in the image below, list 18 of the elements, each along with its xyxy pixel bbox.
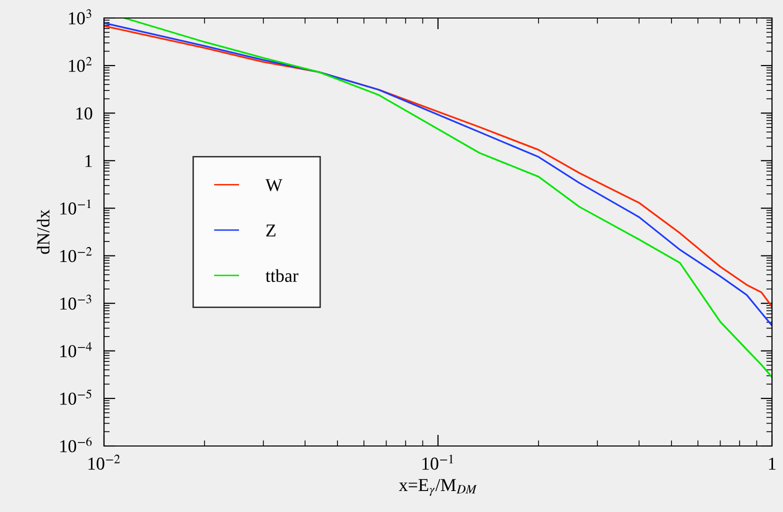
y-tick-label: 10$^{−4}$ bbox=[60, 342, 92, 358]
y-tick-label: 1 bbox=[85, 155, 92, 167]
legend-label: Z bbox=[266, 224, 276, 236]
x-tick-label: 10$^{−2}$ bbox=[88, 454, 120, 470]
x-tick-label: 1 bbox=[769, 458, 776, 470]
y-tick-label: 10$^{3}$ bbox=[69, 9, 92, 24]
y-tick-label: 10$^{−3}$ bbox=[60, 294, 92, 310]
y-tick-label: 10$^{−2}$ bbox=[60, 247, 92, 262]
y-tick-label: 10$^{2}$ bbox=[69, 56, 92, 72]
legend-label: W bbox=[265, 179, 282, 192]
x-axis-title: x=E$_{γ}$/M$_{DM}$ bbox=[398, 479, 477, 496]
legend-label: ttbar bbox=[266, 269, 298, 282]
y-tick-label: 10$^{−5}$ bbox=[60, 390, 92, 405]
y-axis-title: dN/dx bbox=[36, 210, 50, 254]
y-tick-label: 10$^{−1}$ bbox=[60, 200, 91, 215]
x-tick-label: 10$^{−1}$ bbox=[422, 454, 453, 470]
y-tick-label: 10 bbox=[76, 107, 92, 120]
y-tick-label: 10$^{−6}$ bbox=[60, 437, 92, 452]
